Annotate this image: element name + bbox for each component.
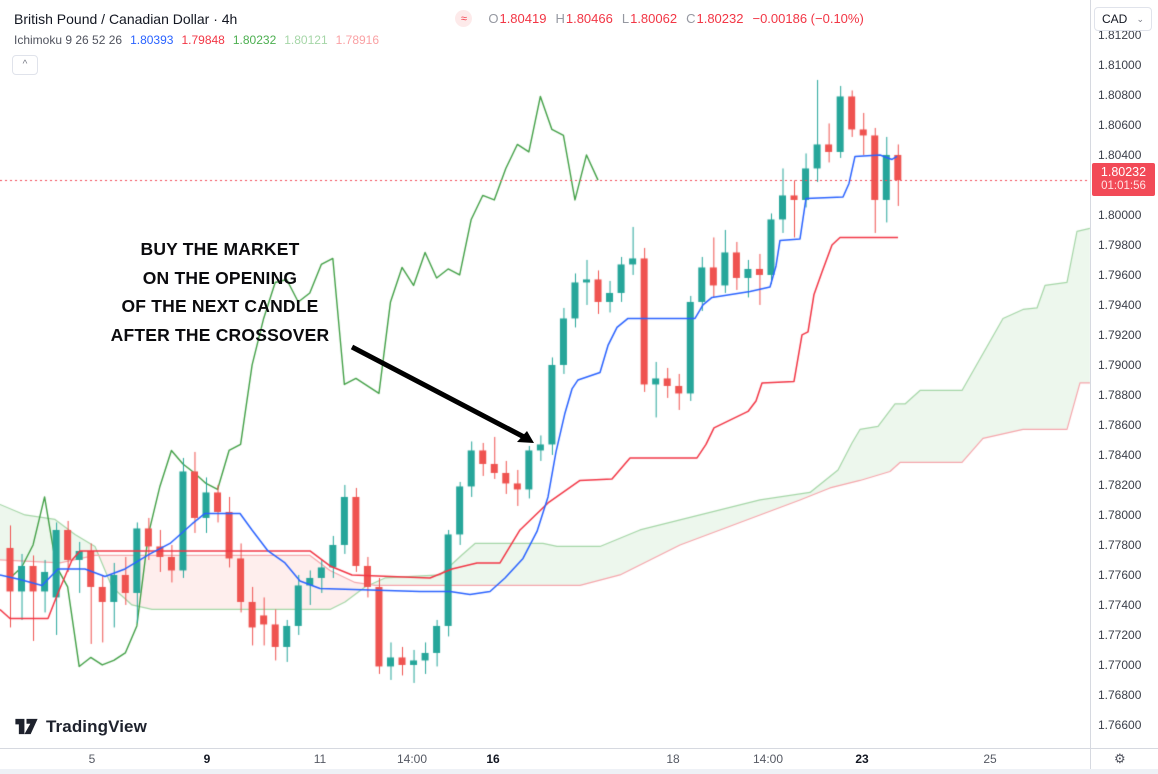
time-axis-label: 23 <box>855 752 869 766</box>
tradingview-logo[interactable]: TradingView <box>14 716 147 737</box>
indicator-value: 1.80232 <box>232 33 277 47</box>
approximation-icon: ≈ <box>455 10 473 27</box>
low-value: 1.80062 <box>630 11 678 26</box>
annotation-line: BUY THE MARKET <box>140 239 300 259</box>
symbol-title[interactable]: British Pound / Canadian Dollar · 4h <box>14 10 238 27</box>
time-axis-border <box>0 748 1158 749</box>
price-axis-label: 1.78800 <box>1098 387 1142 402</box>
price-axis-label: 1.78400 <box>1098 447 1142 462</box>
low-label: L <box>621 11 630 26</box>
price-axis-label: 1.81000 <box>1098 57 1142 72</box>
price-axis-label: 1.77800 <box>1098 537 1142 552</box>
price-axis-label: 1.77600 <box>1098 567 1142 582</box>
price-axis-label: 1.79400 <box>1098 297 1142 312</box>
open-label: O <box>488 11 499 26</box>
price-axis-label: 1.77000 <box>1098 657 1142 672</box>
annotation-line: OF THE NEXT CANDLE <box>121 296 319 316</box>
time-axis-label: 11 <box>313 752 327 766</box>
last-price-value: 1.80232 <box>1100 165 1147 180</box>
indicator-value: 1.79848 <box>181 33 225 47</box>
price-axis-label: 1.76600 <box>1098 717 1142 732</box>
annotation-line: AFTER THE CROSSOVER <box>110 324 330 345</box>
indicator-value: 1.78916 <box>335 33 380 47</box>
price-axis-label: 1.79600 <box>1098 267 1142 282</box>
price-axis-label: 1.76800 <box>1098 687 1142 702</box>
high-value: 1.80466 <box>565 11 613 26</box>
footer-strip <box>0 769 1158 774</box>
time-axis-label: 16 <box>486 752 500 766</box>
ichimoku-legend[interactable]: Ichimoku 9 26 52 26 1.80393 1.79848 1.8023… <box>14 33 387 47</box>
close-value: 1.80232 <box>696 11 744 26</box>
ohlc-readout: O1.80419 H1.80466 L1.80062 C1.80232 −0.0… <box>488 11 863 26</box>
price-axis-label: 1.77400 <box>1098 597 1142 612</box>
price-axis-label: 1.80600 <box>1098 117 1142 132</box>
last-price-badge: 1.80232 01:01:56 <box>1092 163 1155 197</box>
indicator-name: Ichimoku 9 26 52 26 <box>14 33 123 47</box>
time-axis-label: 18 <box>666 752 680 766</box>
annotation-text: BUY THE MARKET ON THE OPENING OF THE NEXT … <box>98 235 342 349</box>
time-axis-label: 5 <box>88 752 96 766</box>
price-axis-label: 1.79200 <box>1098 327 1142 342</box>
price-axis-label: 1.78600 <box>1098 417 1142 432</box>
price-axis-label: 1.77200 <box>1098 627 1142 642</box>
bar-countdown: 01:01:56 <box>1101 180 1146 193</box>
chevron-down-icon: ⌄ <box>1136 13 1144 24</box>
collapse-indicator-button[interactable]: ^ <box>12 55 38 75</box>
price-axis-label: 1.78200 <box>1098 477 1142 492</box>
tradingview-logo-text: TradingView <box>46 716 147 736</box>
currency-dropdown[interactable]: CAD ⌄ <box>1094 7 1152 31</box>
change-value: −0.00186 (−0.10%) <box>752 11 864 26</box>
price-axis-label: 1.79800 <box>1098 237 1142 252</box>
price-axis-border <box>1090 0 1091 774</box>
axis-settings-gear-icon[interactable]: ⚙ <box>1114 751 1126 766</box>
currency-value: CAD <box>1102 12 1128 26</box>
price-axis-label: 1.80000 <box>1098 207 1142 222</box>
indicator-value: 1.80121 <box>284 33 328 47</box>
price-axis-label: 1.81200 <box>1098 27 1142 42</box>
chart-header: British Pound / Canadian Dollar · 4h ≈ O… <box>14 10 864 27</box>
annotation-line: ON THE OPENING <box>142 267 298 288</box>
price-axis-label: 1.78000 <box>1098 507 1142 522</box>
open-value: 1.80419 <box>499 11 547 26</box>
tradingview-logo-mark <box>15 718 38 735</box>
price-axis-label: 1.80400 <box>1098 147 1142 162</box>
price-axis-label: 1.80800 <box>1098 87 1142 102</box>
time-axis-label: 9 <box>203 752 211 766</box>
time-axis-label: 25 <box>983 752 997 766</box>
time-axis-label: 14:00 <box>752 752 784 766</box>
price-axis-label: 1.79000 <box>1098 357 1142 372</box>
high-label: H <box>555 11 565 26</box>
close-label: C <box>686 11 696 26</box>
indicator-value: 1.80393 <box>130 33 174 47</box>
indicator-values: 1.80393 1.79848 1.80232 1.80121 1.78916 <box>130 33 387 47</box>
time-axis-label: 14:00 <box>396 752 428 766</box>
